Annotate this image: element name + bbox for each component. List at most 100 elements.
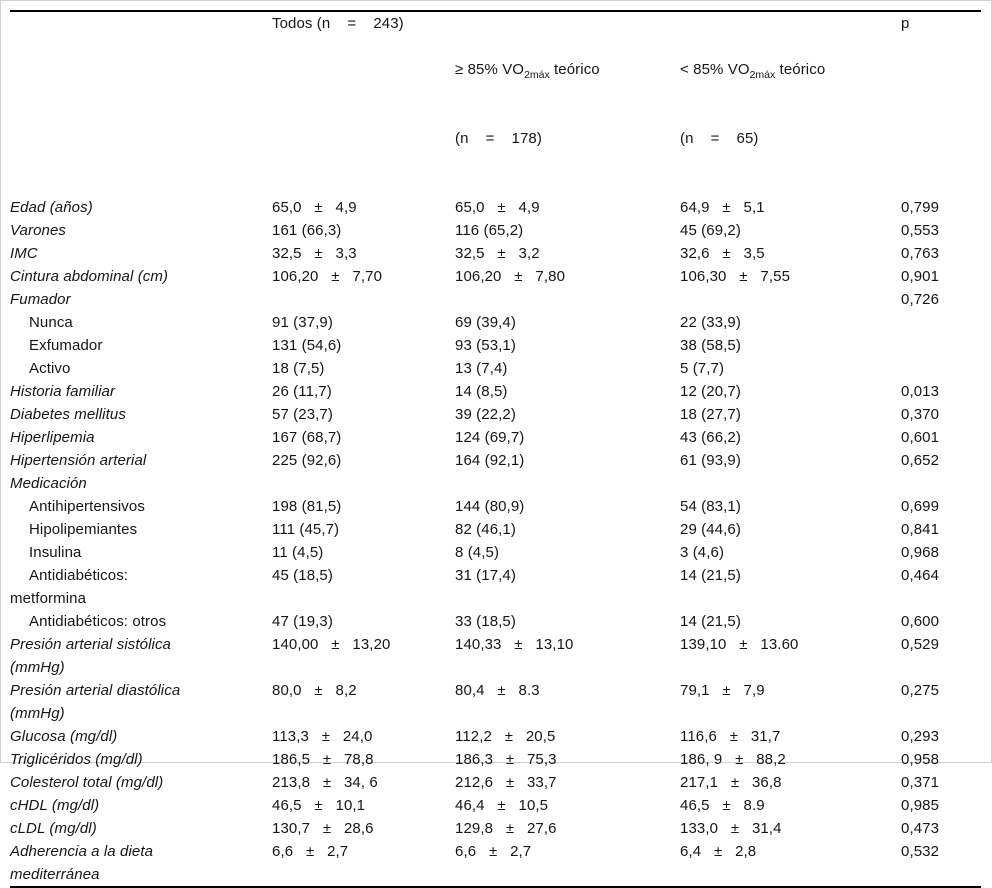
p-value: 0,370 [901, 406, 940, 423]
p-value: 0,901 [901, 268, 940, 285]
value-ge85-vo2max: 129,8 ± 27,6 [455, 820, 557, 837]
header-text: < 85% VO [680, 61, 750, 78]
p-value: 0,958 [901, 751, 940, 768]
p-value: 0,473 [901, 820, 940, 837]
header-text: ≥ 85% VO [455, 61, 525, 78]
table-row: Antihipertensivos 198 (81,5) 144 (80,9) 54 … [10, 495, 981, 518]
header-text: teórico [549, 61, 600, 78]
p-value [901, 472, 981, 495]
table-row: Varones 161 (66,3) 116 (65,2) 45 (69,2) 0,55… [10, 219, 981, 242]
p-value: 0,600 [901, 613, 940, 630]
p-value: 0,275 [901, 682, 940, 699]
row-label: Fumador [10, 291, 71, 308]
table-row: Hipolipemiantes 111 (45,7) 82 (46,1) 29 (44… [10, 518, 981, 541]
value-ge85-vo2max: 164 (92,1) [455, 452, 525, 469]
table-row: Presión arterial sistólica (mmHg) 140,00 … [10, 633, 981, 679]
value-ge85-vo2max: 212,6 ± 33,7 [455, 774, 557, 791]
header-line2-n-count: (n = 178) [455, 130, 542, 147]
value-ge85-vo2max: 39 (22,2) [455, 406, 516, 423]
row-label: IMC [10, 245, 38, 262]
p-value: 0,293 [901, 728, 940, 745]
value-ge85-vo2max: 106,20 ± 7,80 [455, 268, 566, 285]
table-row: Hipertensión arterial 225 (92,6) 164 (92,1… [10, 449, 981, 472]
value-lt85-vo2max: 64,9 ± 5,1 [680, 199, 765, 216]
value-ge85-vo2max: 144 (80,9) [455, 498, 525, 515]
p-value [901, 311, 981, 334]
value-todos: 45 (18,5) [272, 567, 333, 584]
value-lt85-vo2max: 54 (83,1) [680, 498, 741, 515]
row-label: Cintura abdominal (cm) [10, 268, 169, 285]
value-ge85-vo2max: 186,3 ± 75,3 [455, 751, 557, 768]
value-todos: 47 (19,3) [272, 613, 333, 630]
value-todos: 26 (11,7) [272, 383, 332, 400]
table-row: cLDL (mg/dl) 130,7 ± 28,6 129,8 ± 27,6 133,… [10, 817, 981, 840]
value-lt85-vo2max: 3 (4,6) [680, 544, 725, 561]
value-lt85-vo2max: 186, 9 ± 88,2 [680, 751, 786, 768]
table-row: Adherencia a la dieta mediterránea 6,6 ± … [10, 840, 981, 887]
value-todos [272, 288, 455, 311]
column-header-todos: Todos (n = 243) [272, 15, 404, 32]
value-todos: 91 (37,9) [272, 314, 333, 331]
value-todos: 131 (54,6) [272, 337, 342, 354]
value-ge85-vo2max [455, 472, 680, 495]
value-todos: 198 (81,5) [272, 498, 342, 515]
value-lt85-vo2max: 45 (69,2) [680, 222, 741, 239]
value-todos [272, 472, 455, 495]
table-row: Presión arterial diastólica (mmHg) 80,0 ±… [10, 679, 981, 725]
value-todos: 161 (66,3) [272, 222, 342, 239]
table-row: Exfumador 131 (54,6) 93 (53,1) 38 (58,5) [10, 334, 981, 357]
value-todos: 225 (92,6) [272, 452, 342, 469]
value-lt85-vo2max: 18 (27,7) [680, 406, 741, 423]
value-ge85-vo2max: 69 (39,4) [455, 314, 516, 331]
p-value: 0,601 [901, 429, 940, 446]
p-value: 0,968 [901, 544, 940, 561]
value-lt85-vo2max: 116,6 ± 31,7 [680, 728, 781, 745]
row-label: Triglicéridos (mg/dl) [10, 751, 143, 768]
table-row: Medicación [10, 472, 981, 495]
row-label: Hipertensión arterial [10, 452, 147, 469]
header-row: Todos (n = 243) ≥ 85% VO2máx teórico (n … [10, 11, 981, 196]
baseline-characteristics-table: Todos (n = 243) ≥ 85% VO2máx teórico (n … [10, 10, 981, 888]
row-label: Historia familiar [10, 383, 116, 400]
table-row: Edad (años) 65,0 ± 4,9 65,0 ± 4,9 64,9 ± 5,… [10, 196, 981, 219]
value-lt85-vo2max [680, 472, 901, 495]
value-lt85-vo2max: 217,1 ± 36,8 [680, 774, 782, 791]
value-ge85-vo2max: 124 (69,7) [455, 429, 525, 446]
value-ge85-vo2max: 65,0 ± 4,9 [455, 199, 540, 216]
value-ge85-vo2max: 8 (4,5) [455, 544, 500, 561]
header-line1: ≥ 85% VO2máx teórico [455, 58, 680, 81]
value-todos: 32,5 ± 3,3 [272, 245, 357, 262]
p-value: 0,529 [901, 636, 940, 653]
row-label: Medicación [10, 475, 87, 492]
row-label: Activo [29, 360, 71, 377]
value-todos: 113,3 ± 24,0 [272, 728, 373, 745]
value-lt85-vo2max: 43 (66,2) [680, 429, 741, 446]
p-value: 0,799 [901, 199, 940, 216]
value-todos: 167 (68,7) [272, 429, 342, 446]
value-todos: 106,20 ± 7,70 [272, 268, 383, 285]
value-lt85-vo2max: 12 (20,7) [680, 383, 741, 400]
value-lt85-vo2max: 5 (7,7) [680, 360, 725, 377]
p-value: 0,553 [901, 222, 940, 239]
p-value: 0,699 [901, 498, 940, 515]
value-ge85-vo2max: 80,4 ± 8.3 [455, 682, 540, 699]
row-label: cHDL (mg/dl) [10, 797, 100, 814]
table-row: Historia familiar 26 (11,7) 14 (8,5) 12 (20… [10, 380, 981, 403]
vo2max-subscript: 2máx [524, 69, 550, 81]
value-lt85-vo2max: 14 (21,5) [680, 567, 741, 584]
value-ge85-vo2max: 13 (7,4) [455, 360, 508, 377]
value-todos: 18 (7,5) [272, 360, 325, 377]
table-row: cHDL (mg/dl) 46,5 ± 10,1 46,4 ± 10,5 46,5 ±… [10, 794, 981, 817]
table-row: IMC 32,5 ± 3,3 32,5 ± 3,2 32,6 ± 3,5 0,763 [10, 242, 981, 265]
value-lt85-vo2max: 29 (44,6) [680, 521, 741, 538]
value-todos: 140,00 ± 13,20 [272, 636, 391, 653]
value-ge85-vo2max: 31 (17,4) [455, 567, 516, 584]
row-label: Antidiabéticos: otros [29, 613, 167, 630]
row-label: Diabetes mellitus [10, 406, 126, 423]
value-todos: 57 (23,7) [272, 406, 333, 423]
value-lt85-vo2max: 22 (33,9) [680, 314, 741, 331]
p-value [901, 357, 981, 380]
row-label: Antihipertensivos [29, 498, 145, 515]
table-row: Diabetes mellitus 57 (23,7) 39 (22,2) 18 (2… [10, 403, 981, 426]
row-label: Edad (años) [10, 199, 93, 216]
